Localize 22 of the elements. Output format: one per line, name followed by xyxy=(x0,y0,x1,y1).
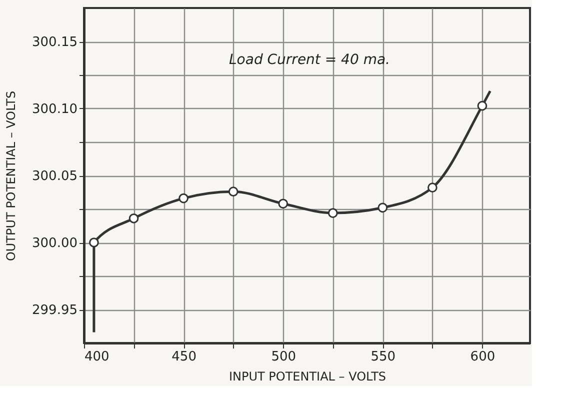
point xyxy=(428,182,438,192)
point xyxy=(89,238,99,248)
x-tick-label: 600 xyxy=(470,350,496,364)
x-tick-label: 450 xyxy=(172,350,196,364)
y-tick-label: 299.95 xyxy=(32,303,78,318)
y-axis-title: OUTPUT POTENTIAL – VOLTS xyxy=(4,90,18,262)
x-tick-label: 550 xyxy=(370,350,396,364)
y-tick-label: 300.10 xyxy=(32,102,78,117)
annotation: Load Current = 40 ma. xyxy=(229,52,390,68)
y-tick-label: 300.00 xyxy=(32,236,78,251)
point xyxy=(477,100,488,111)
point xyxy=(178,193,188,204)
x-axis-title: INPUT POTENTIAL – VOLTS xyxy=(228,370,386,384)
x-tick-label: 400 xyxy=(84,350,110,364)
point xyxy=(278,198,288,209)
x-tick-label: 500 xyxy=(271,350,296,364)
point xyxy=(128,213,139,224)
point xyxy=(378,202,388,213)
point xyxy=(328,208,338,218)
y-tick-label: 300.05 xyxy=(32,169,78,184)
y-tick-label: 300.15 xyxy=(32,35,78,50)
point xyxy=(228,186,238,197)
